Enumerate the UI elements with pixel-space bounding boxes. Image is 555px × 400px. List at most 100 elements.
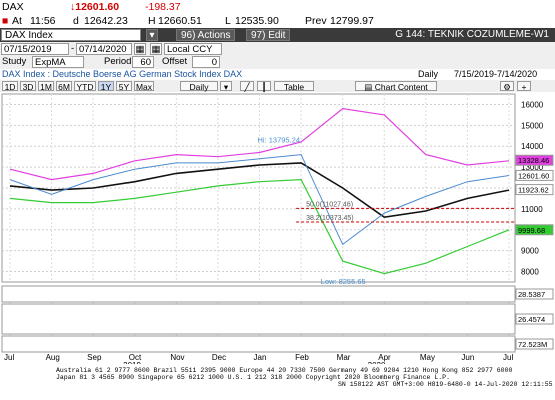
calendar-icon-2[interactable]: ▦	[150, 43, 162, 55]
date-range-label: 7/15/2019-7/14/2020	[454, 69, 538, 79]
oscillator-panel	[1, 303, 516, 335]
at-label: At	[12, 15, 22, 27]
range-button-row: 1D 3D 1M 6M YTD 1Y 5Y Max Daily ▾ ╱ ┃ Table ▤ C…	[0, 80, 555, 92]
range-button-6m[interactable]: 6M	[56, 81, 72, 92]
quote-header: DAX ↓12601.60 -198.37	[0, 0, 555, 14]
period-select[interactable]: Daily	[180, 81, 218, 92]
panel-badge	[515, 288, 554, 300]
y-tick-label: 8000	[521, 268, 539, 277]
last-price: ↓12601.60	[70, 1, 120, 13]
date-separator: -	[71, 43, 75, 54]
at-marker-icon: ■	[2, 15, 9, 27]
volatility-panel	[1, 285, 516, 303]
prev-label: Prev	[305, 15, 327, 27]
x-tick-label: Dec	[212, 353, 226, 362]
command-toolbar: DAX Index ▾ 96) Actions 97) Edit G 144: …	[0, 28, 555, 42]
settings-icon[interactable]: ⚙	[500, 81, 514, 92]
chart-content-label: Chart Content	[374, 82, 428, 92]
quote-time: 11:56	[30, 15, 56, 27]
x-tick-label: Apr	[378, 353, 391, 362]
offset-label: Offset	[162, 56, 188, 67]
table-button[interactable]: Table	[274, 81, 314, 92]
x-tick-label: Jun	[461, 353, 474, 362]
edit-button[interactable]: 97) Edit	[246, 29, 291, 41]
x-tick-label: Nov	[170, 353, 184, 362]
y-tick-label: 14000	[521, 142, 544, 151]
x-tick-label: May	[420, 353, 435, 362]
lower-band-line	[9, 178, 510, 275]
x-tick-label: Jul	[4, 353, 14, 362]
fib-label-38: 38.2(10373.45)	[306, 215, 353, 222]
upper-band-line	[9, 107, 510, 181]
x-tick-label: Mar	[337, 353, 351, 362]
frequency-label: Daily	[418, 69, 439, 79]
range-button-ytd[interactable]: YTD	[74, 81, 96, 92]
range-button-max[interactable]: Max	[134, 81, 154, 92]
study-select[interactable]: ExpMA	[32, 56, 84, 68]
x-tick-label: Oct	[129, 353, 142, 362]
y-tick-label: 16000	[521, 100, 544, 109]
footer-line-2: Japan 81 3 4565 8900 Singapore 65 6212 1…	[56, 374, 450, 381]
range-button-3d[interactable]: 3D	[20, 81, 36, 92]
start-date-field[interactable]: 07/15/2019	[1, 43, 69, 55]
price-badge	[515, 224, 554, 236]
price-chart[interactable]: 1600015000140001300012000110001000090008…	[0, 92, 555, 392]
zoom-icon[interactable]: +	[517, 81, 531, 92]
low-value: 12535.90	[235, 15, 279, 27]
offset-field[interactable]: 0	[192, 56, 220, 68]
actions-button[interactable]: 96) Actions	[176, 29, 236, 41]
price-badge-label: 11923.62	[518, 186, 549, 195]
study-row: Study ExpMA Period 60 Offset 0	[0, 56, 555, 69]
description-row: DAX Index : Deutsche Boerse AG German St…	[0, 69, 555, 80]
y-tick-label: 15000	[521, 121, 544, 130]
period-label: Period	[104, 56, 132, 67]
security-input[interactable]: DAX Index	[1, 29, 141, 41]
dropdown-arrow-icon[interactable]: ▾	[146, 29, 158, 41]
chart-title: G 144: TEKNIK COZUMLEME-W1	[395, 29, 549, 40]
y-tick-label: 11000	[521, 205, 543, 214]
x-tick-label: Feb	[295, 353, 309, 362]
panel-badge-label: 26.4574	[518, 315, 545, 324]
date-range-row: 07/15/2019 - 07/14/2020 ▦ ▦ Local CCY	[0, 42, 555, 56]
period-dropdown-icon[interactable]: ▾	[220, 81, 232, 92]
low-label: L	[225, 15, 231, 27]
range-button-1d[interactable]: 1D	[2, 81, 18, 92]
x-tick-label: Jul	[503, 353, 513, 362]
period-field[interactable]: 60	[132, 56, 154, 68]
price-badge	[515, 169, 554, 181]
volume-panel	[1, 335, 516, 353]
price-badge-label: 12601.60	[518, 171, 549, 180]
bar-style-icon[interactable]: ┃	[257, 81, 271, 92]
currency-select[interactable]: Local CCY	[164, 43, 222, 55]
price-badge-label: 13328.46	[518, 156, 549, 165]
symbol-label: DAX	[2, 1, 24, 13]
footer-line-1: Australia 61 2 9777 8600 Brazil 5511 239…	[56, 367, 513, 374]
x-tick-label: Jan	[254, 353, 267, 362]
footer-line-3: SN 158122 AST GMT+3:00 H819-6480-0 14-Ju…	[338, 381, 553, 388]
prev-value: 12799.97	[330, 15, 374, 27]
chart-content-icon: ▤	[364, 82, 375, 92]
panel-badge-label: 28.5387	[518, 290, 545, 299]
price-badge	[515, 184, 554, 196]
price-badge-label: 9999.68	[518, 226, 545, 235]
range-button-1y[interactable]: 1Y	[98, 81, 114, 92]
chart-content-button[interactable]: ▤ Chart Content	[355, 81, 437, 92]
high-annotation: Hi: 13795.24	[258, 136, 301, 145]
range-button-5y[interactable]: 5Y	[116, 81, 132, 92]
open-label: d	[73, 15, 79, 27]
price-line	[9, 154, 510, 246]
open-value: 12642.23	[84, 15, 128, 27]
quote-detail-row: ■ At 11:56 d 12642.23 H 12660.51 L 12535…	[0, 14, 555, 28]
panel-badge	[515, 313, 554, 325]
ema-line	[9, 162, 510, 219]
security-description: DAX Index : Deutsche Boerse AG German St…	[2, 69, 243, 79]
fib-label-50: 50.0(11027.46)	[306, 201, 353, 208]
price-change: -198.37	[145, 1, 181, 13]
line-style-icon[interactable]: ╱	[240, 81, 254, 92]
study-label: Study	[2, 56, 27, 67]
calendar-icon[interactable]: ▦	[134, 43, 146, 55]
x-tick-label: Aug	[46, 353, 60, 362]
range-button-1m[interactable]: 1M	[38, 81, 54, 92]
end-date-field[interactable]: 07/14/2020	[76, 43, 132, 55]
price-badge	[515, 154, 554, 166]
